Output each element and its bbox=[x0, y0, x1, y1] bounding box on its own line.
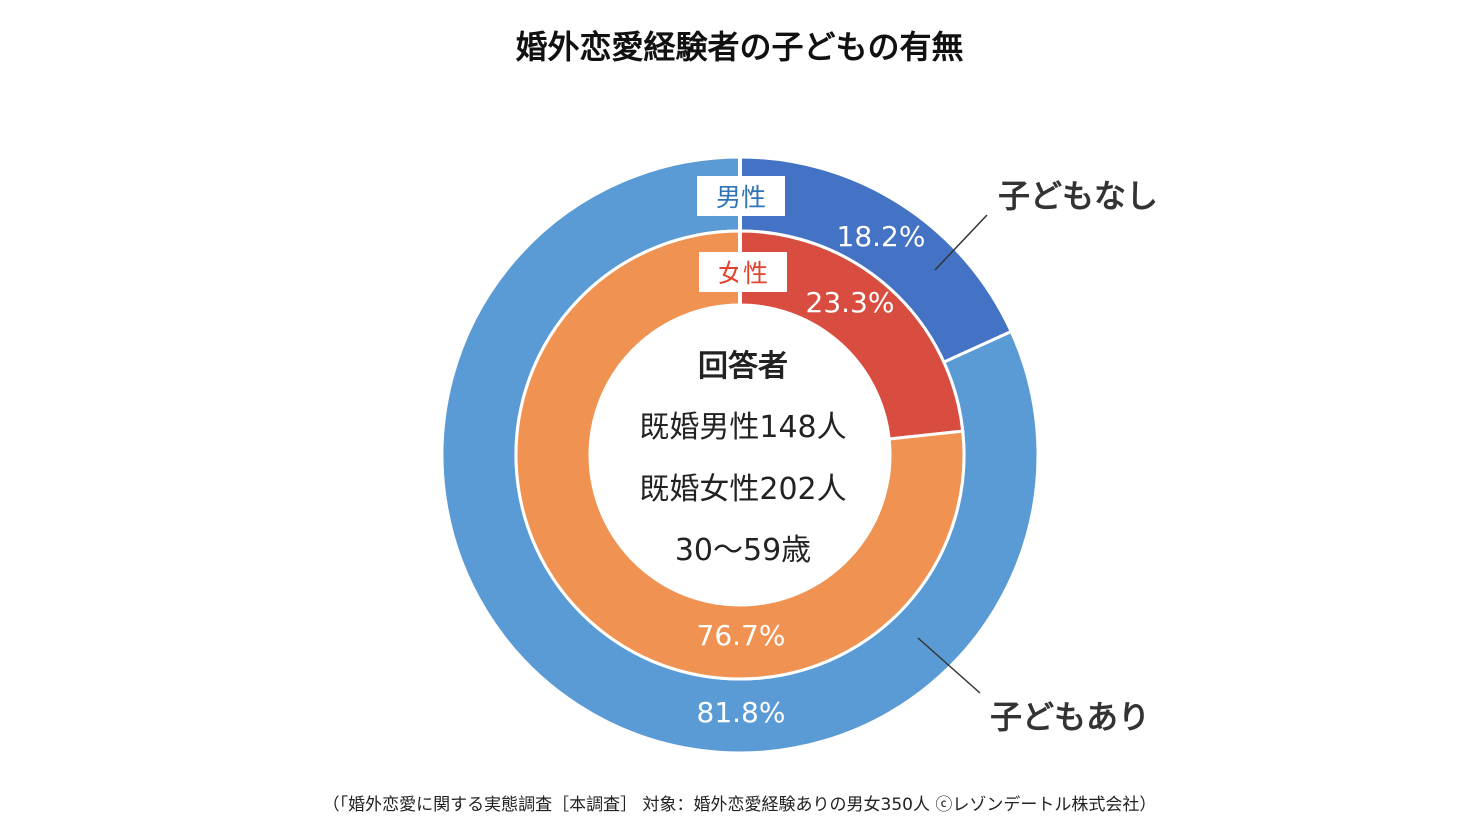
leader-line-none bbox=[934, 214, 988, 271]
pct-label-male-yes: 81.8% bbox=[697, 696, 786, 729]
inner-slice-none bbox=[738, 229, 965, 441]
center-title: 回答者 bbox=[698, 349, 788, 384]
source-note: （「婚外恋愛に関する実態調査［本調査］ 対象：婚外恋愛経験ありの男女350人 ⓒ… bbox=[322, 795, 1157, 815]
center-line-male: 既婚男性148人 bbox=[639, 410, 846, 445]
center-line-age: 30～59歳 bbox=[675, 533, 811, 568]
center-line-female: 既婚女性202人 bbox=[639, 472, 846, 507]
category-label-yes: 子どもあり bbox=[990, 698, 1150, 736]
chart-title: 婚外恋愛経験者の子どもの有無 bbox=[515, 28, 964, 66]
female-series-label: 女性 bbox=[718, 259, 768, 288]
pct-label-male-none: 18.2% bbox=[837, 220, 926, 253]
leader-line-yes bbox=[917, 637, 981, 694]
inner-slice-yes bbox=[514, 229, 966, 681]
pct-label-female-none: 23.3% bbox=[806, 286, 895, 319]
inner-ring-female bbox=[514, 229, 966, 681]
female-label-bg bbox=[699, 252, 787, 292]
pct-label-female-yes: 76.7% bbox=[697, 619, 786, 652]
category-label-none: 子どもなし bbox=[998, 177, 1158, 215]
